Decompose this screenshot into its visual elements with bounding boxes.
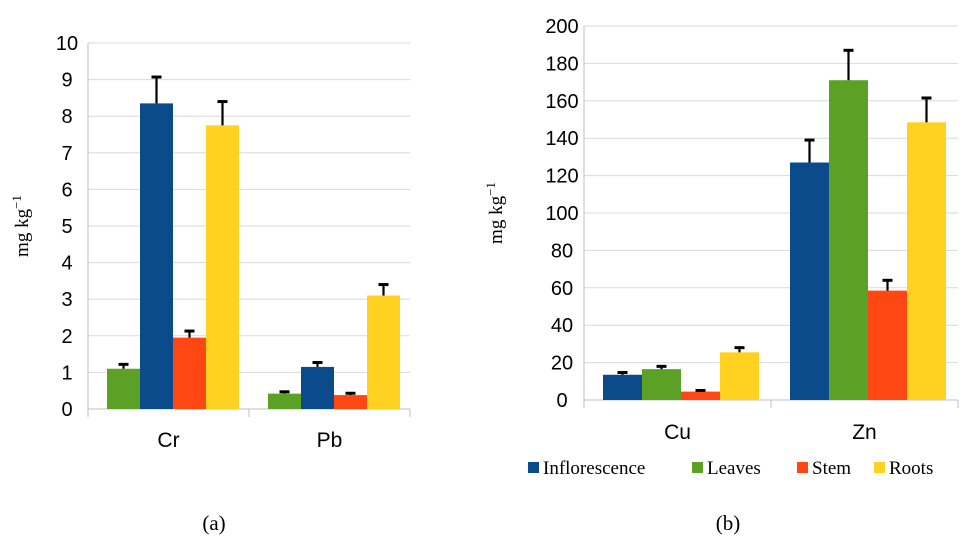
legend: Inflorescence Leaves Stem Roots — [528, 458, 933, 479]
bar-cr-roots — [206, 125, 239, 409]
y-tick-label: 80 — [551, 240, 573, 262]
y-tick-label: 180 — [545, 53, 578, 75]
legend-swatch-inflorescence — [528, 462, 539, 473]
category-label: Pb — [317, 429, 343, 452]
category-label: Zn — [852, 421, 877, 444]
y-tick-label: 3 — [61, 289, 72, 311]
y-tick-label: 0 — [61, 399, 72, 421]
y-axis-label: mg kg−1 — [9, 195, 33, 257]
bar-cu-leaves — [642, 369, 681, 400]
bar-pb-leaves — [268, 393, 301, 409]
panel-b-chart: 0 20 40 60 80 100 120 140 160 180 200 Cu Zn mg kg−1 — [483, 16, 959, 444]
category-label: Cr — [157, 429, 179, 452]
bar-cu-stem — [681, 391, 720, 400]
y-tick-label: 6 — [61, 179, 72, 201]
panel-b-caption: (b) — [716, 511, 741, 535]
bar-zn-leaves — [829, 80, 868, 400]
y-tick-label: 10 — [56, 33, 78, 55]
y-tick-label: 1 — [61, 362, 72, 384]
y-tick-label: 100 — [545, 203, 578, 225]
y-tick-label: 5 — [61, 216, 72, 238]
y-tick-label: 140 — [545, 128, 578, 150]
y-tick-label: 0 — [556, 390, 567, 412]
legend-swatch-roots — [874, 462, 885, 473]
legend-label-inflorescence: Inflorescence — [543, 458, 645, 479]
y-tick-label: 120 — [545, 166, 578, 188]
y-tick-label: 40 — [551, 315, 573, 337]
y-tick-label: 20 — [551, 353, 573, 375]
legend-label-stem: Stem — [812, 458, 851, 479]
bar-cr-inflorescence — [140, 103, 173, 409]
y-tick-label: 4 — [61, 253, 72, 275]
bar-pb-stem — [334, 395, 367, 409]
y-tick-label: 200 — [545, 16, 578, 38]
y-tick-label: 9 — [61, 70, 72, 92]
bar-zn-inflorescence — [790, 162, 829, 400]
panel-a-caption: (a) — [202, 511, 225, 535]
y-tick-label: 2 — [61, 326, 72, 348]
legend-label-leaves: Leaves — [707, 458, 761, 479]
legend-swatch-leaves — [692, 462, 703, 473]
y-tick-label: 60 — [551, 278, 573, 300]
bar-pb-inflorescence — [301, 366, 334, 409]
bar-zn-roots — [907, 122, 946, 401]
bar-zn-stem — [868, 290, 907, 400]
bar-cr-stem — [173, 337, 206, 409]
y-tick-label: 7 — [61, 143, 72, 165]
y-tick-label: 8 — [61, 106, 72, 128]
legend-swatch-stem — [797, 462, 808, 473]
bar-pb-roots — [367, 295, 400, 409]
panel-a-chart: 0 1 2 3 4 5 6 7 8 9 10 Cr Pb mg kg−1 — [9, 33, 411, 452]
y-axis-label: mg kg−1 — [483, 182, 507, 244]
bar-cu-inflorescence — [603, 374, 642, 400]
bar-cr-leaves — [107, 368, 140, 409]
y-tick-label: 160 — [545, 91, 578, 113]
legend-label-roots: Roots — [889, 458, 933, 479]
bar-cu-roots — [720, 352, 759, 400]
category-label: Cu — [664, 421, 691, 444]
